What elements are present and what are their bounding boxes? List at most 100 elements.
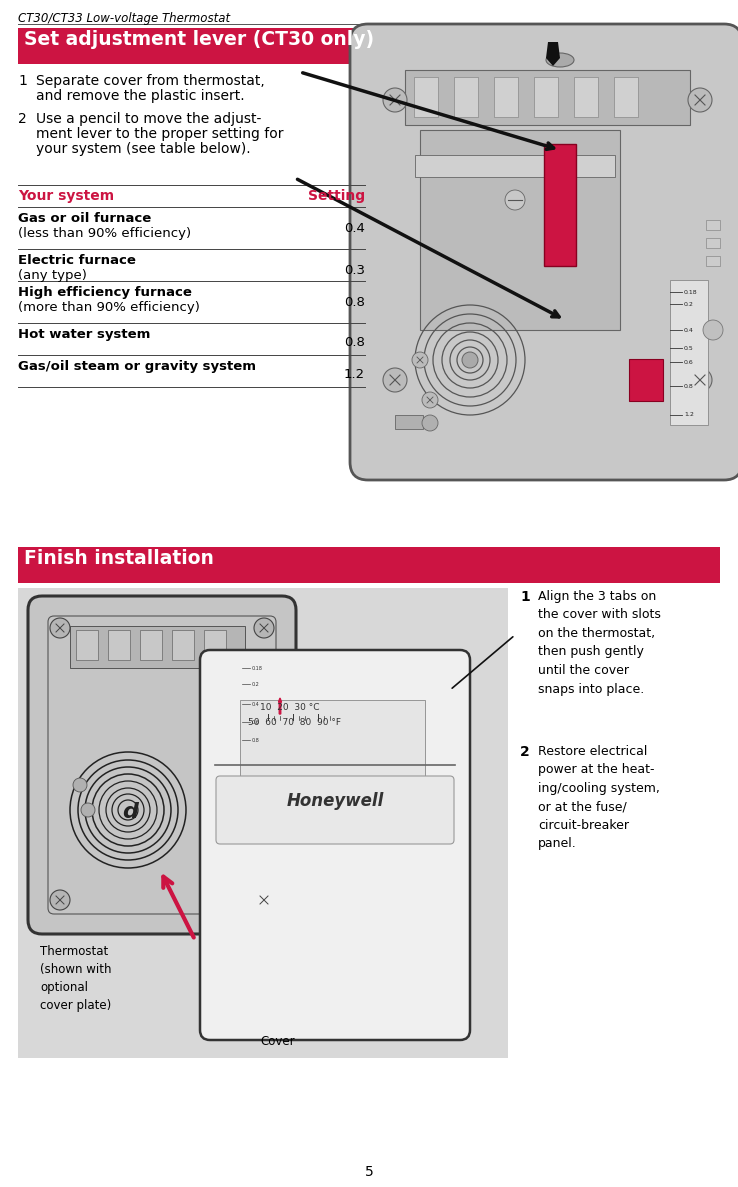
Text: Use a pencil to move the adjust-: Use a pencil to move the adjust-: [36, 112, 261, 126]
Circle shape: [50, 890, 70, 910]
FancyBboxPatch shape: [350, 24, 738, 480]
Text: 1: 1: [18, 74, 27, 88]
Text: 0.6: 0.6: [252, 719, 260, 724]
FancyBboxPatch shape: [76, 630, 98, 660]
Text: your system (see table below).: your system (see table below).: [36, 142, 251, 155]
FancyBboxPatch shape: [706, 239, 720, 248]
Circle shape: [254, 618, 274, 637]
FancyBboxPatch shape: [28, 596, 296, 934]
Text: 1: 1: [520, 590, 530, 604]
Circle shape: [254, 890, 274, 910]
FancyBboxPatch shape: [395, 415, 423, 429]
Text: Hot water system: Hot water system: [18, 328, 151, 341]
FancyBboxPatch shape: [200, 650, 470, 1040]
Text: (less than 90% efficiency): (less than 90% efficiency): [18, 227, 191, 240]
Circle shape: [462, 353, 478, 368]
Text: 0.2: 0.2: [684, 301, 694, 306]
Text: 50  60  70  80  90 °F: 50 60 70 80 90 °F: [248, 718, 341, 726]
Text: 5: 5: [365, 1164, 373, 1179]
Text: Finish installation: Finish installation: [24, 550, 214, 569]
Text: Thermostat
(shown with
optional
cover plate): Thermostat (shown with optional cover pl…: [40, 945, 111, 1013]
FancyBboxPatch shape: [203, 789, 247, 807]
FancyBboxPatch shape: [670, 280, 708, 425]
Text: Cover: Cover: [260, 1035, 294, 1048]
FancyBboxPatch shape: [18, 547, 720, 583]
FancyBboxPatch shape: [204, 630, 226, 660]
FancyBboxPatch shape: [706, 220, 720, 230]
FancyBboxPatch shape: [203, 767, 247, 785]
FancyBboxPatch shape: [200, 760, 250, 861]
Text: 0.4: 0.4: [684, 328, 694, 332]
Circle shape: [422, 392, 438, 408]
Text: d: d: [122, 802, 138, 823]
Circle shape: [73, 777, 87, 792]
Text: Gas or oil furnace: Gas or oil furnace: [18, 212, 151, 226]
Text: Honeywell: Honeywell: [286, 792, 384, 810]
Text: 2: 2: [520, 745, 530, 758]
FancyBboxPatch shape: [140, 630, 162, 660]
Text: 0.2: 0.2: [252, 681, 260, 686]
Text: ment lever to the proper setting for: ment lever to the proper setting for: [36, 127, 283, 141]
FancyBboxPatch shape: [18, 28, 720, 64]
FancyBboxPatch shape: [405, 70, 690, 125]
Text: 0.3: 0.3: [344, 264, 365, 277]
Circle shape: [383, 88, 407, 112]
FancyBboxPatch shape: [534, 77, 558, 118]
FancyBboxPatch shape: [240, 660, 260, 740]
FancyBboxPatch shape: [203, 833, 247, 851]
Text: 0.4: 0.4: [252, 702, 260, 706]
Text: 0.8: 0.8: [344, 336, 365, 349]
Text: Separate cover from thermostat,: Separate cover from thermostat,: [36, 74, 265, 88]
Text: 0.6: 0.6: [684, 360, 694, 364]
Circle shape: [383, 368, 407, 392]
Text: Electric furnace: Electric furnace: [18, 254, 136, 267]
FancyBboxPatch shape: [18, 588, 508, 1058]
Polygon shape: [546, 42, 560, 66]
FancyBboxPatch shape: [172, 630, 194, 660]
Text: 0.18: 0.18: [684, 290, 697, 294]
Text: Your system: Your system: [18, 189, 114, 203]
Text: 1.2: 1.2: [684, 413, 694, 418]
FancyBboxPatch shape: [544, 144, 576, 266]
Circle shape: [422, 415, 438, 431]
Text: 0.8: 0.8: [344, 296, 365, 309]
Text: 1.2: 1.2: [344, 368, 365, 381]
FancyBboxPatch shape: [415, 155, 615, 177]
FancyBboxPatch shape: [706, 256, 720, 266]
FancyBboxPatch shape: [70, 626, 245, 668]
FancyBboxPatch shape: [108, 630, 130, 660]
Text: 0.8: 0.8: [252, 737, 260, 743]
FancyBboxPatch shape: [420, 131, 620, 330]
Text: High efficiency furnace: High efficiency furnace: [18, 286, 192, 299]
FancyBboxPatch shape: [574, 77, 598, 118]
FancyBboxPatch shape: [454, 77, 478, 118]
Circle shape: [505, 190, 525, 210]
FancyArrow shape: [278, 698, 281, 715]
FancyBboxPatch shape: [414, 77, 438, 118]
Circle shape: [412, 353, 428, 368]
Circle shape: [688, 368, 712, 392]
Text: CT30/CT33 Low-voltage Thermostat: CT30/CT33 Low-voltage Thermostat: [18, 12, 230, 25]
FancyBboxPatch shape: [629, 358, 663, 401]
Circle shape: [81, 802, 95, 817]
Circle shape: [688, 88, 712, 112]
Text: Gas/oil steam or gravity system: Gas/oil steam or gravity system: [18, 360, 256, 373]
Text: (any type): (any type): [18, 269, 87, 283]
Text: 2: 2: [18, 112, 27, 126]
FancyBboxPatch shape: [203, 811, 247, 829]
FancyBboxPatch shape: [240, 700, 425, 791]
Text: 0.4: 0.4: [344, 222, 365, 235]
Text: 0.18: 0.18: [252, 666, 263, 671]
Text: 10  20  30 °C: 10 20 30 °C: [260, 703, 320, 712]
Text: Align the 3 tabs on
the cover with slots
on the thermostat,
then push gently
unt: Align the 3 tabs on the cover with slots…: [538, 590, 661, 696]
FancyBboxPatch shape: [614, 77, 638, 118]
Text: Setting: Setting: [308, 189, 365, 203]
Text: (more than 90% efficiency): (more than 90% efficiency): [18, 301, 200, 315]
Text: 0.8: 0.8: [684, 383, 694, 388]
Text: Set adjustment lever (CT30 only): Set adjustment lever (CT30 only): [24, 30, 374, 49]
Text: 0.5: 0.5: [684, 345, 694, 350]
Circle shape: [703, 320, 723, 339]
Ellipse shape: [546, 53, 574, 66]
Text: Restore electrical
power at the heat-
ing/cooling system,
or at the fuse/
circui: Restore electrical power at the heat- in…: [538, 745, 660, 851]
Circle shape: [50, 618, 70, 637]
